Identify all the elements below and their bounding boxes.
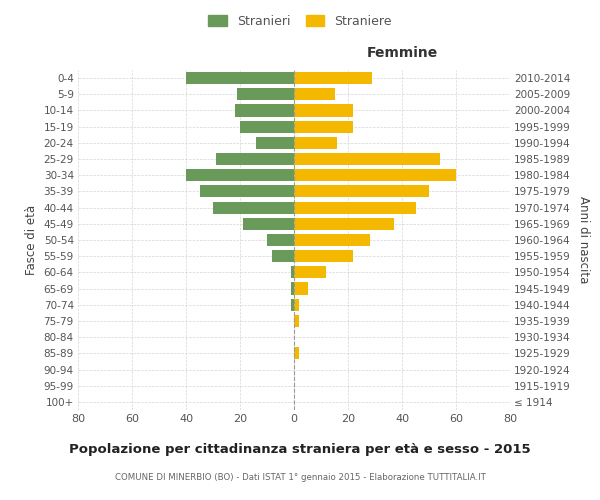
Bar	[294, 218, 394, 230]
Bar	[294, 202, 415, 213]
Bar	[294, 120, 353, 132]
Bar	[199, 186, 294, 198]
Bar	[267, 234, 294, 246]
Bar	[216, 153, 294, 165]
Bar	[292, 282, 294, 294]
Bar	[238, 88, 294, 101]
Bar	[294, 137, 337, 149]
Bar	[292, 266, 294, 278]
Y-axis label: Anni di nascita: Anni di nascita	[577, 196, 590, 284]
Bar	[292, 298, 294, 311]
Bar	[294, 88, 335, 101]
Bar	[294, 315, 299, 327]
Bar	[294, 266, 326, 278]
Bar	[240, 120, 294, 132]
Bar	[294, 234, 370, 246]
Bar	[294, 104, 353, 117]
Bar	[294, 72, 372, 84]
Bar	[294, 298, 299, 311]
Bar	[294, 282, 308, 294]
Bar	[294, 250, 353, 262]
Bar	[213, 202, 294, 213]
Bar	[256, 137, 294, 149]
Bar	[294, 153, 440, 165]
Y-axis label: Fasce di età: Fasce di età	[25, 205, 38, 275]
Text: COMUNE DI MINERBIO (BO) - Dati ISTAT 1° gennaio 2015 - Elaborazione TUTTITALIA.I: COMUNE DI MINERBIO (BO) - Dati ISTAT 1° …	[115, 472, 485, 482]
Bar	[294, 186, 429, 198]
Bar	[235, 104, 294, 117]
Bar	[294, 348, 299, 360]
Bar	[186, 169, 294, 181]
Bar	[242, 218, 294, 230]
Text: Popolazione per cittadinanza straniera per età e sesso - 2015: Popolazione per cittadinanza straniera p…	[69, 442, 531, 456]
Bar	[186, 72, 294, 84]
Bar	[272, 250, 294, 262]
Legend: Stranieri, Straniere: Stranieri, Straniere	[205, 11, 395, 32]
Bar	[294, 169, 456, 181]
Text: Femmine: Femmine	[367, 46, 437, 60]
